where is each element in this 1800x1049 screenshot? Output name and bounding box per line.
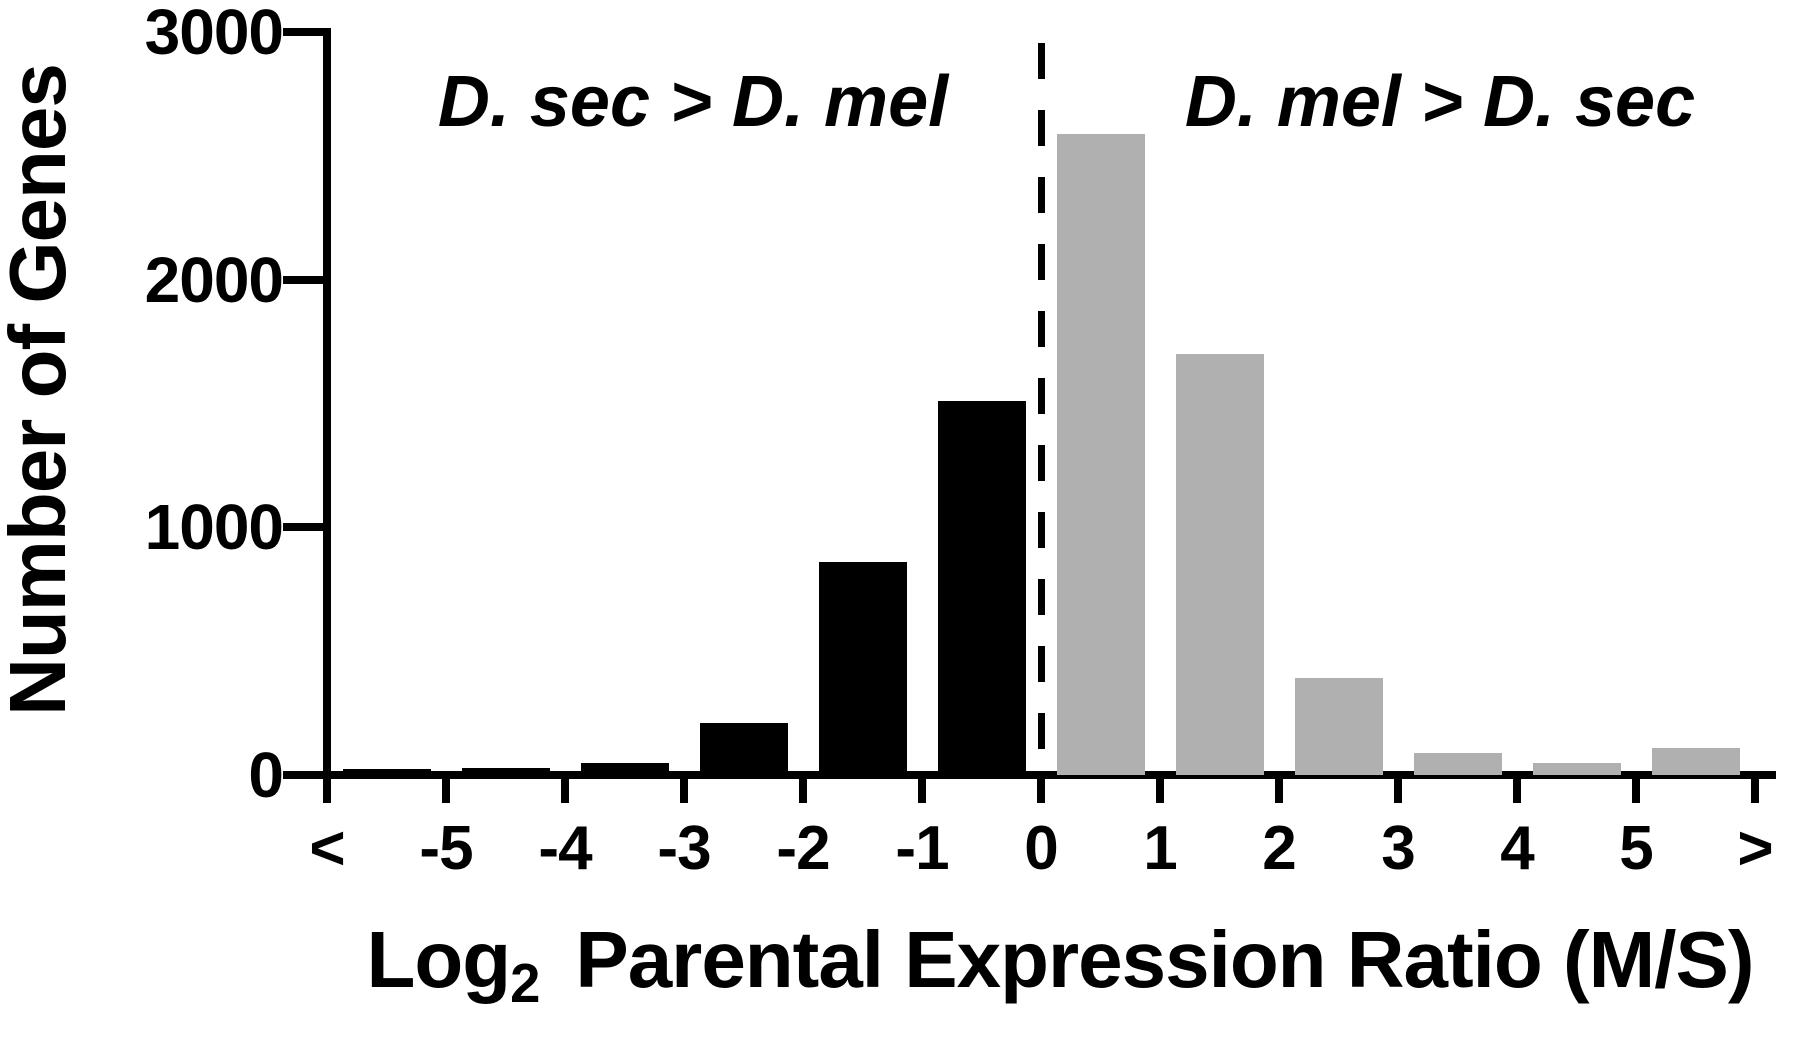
x-tick-mark (323, 775, 331, 803)
x-tick-label: < (309, 814, 345, 883)
x-tick-mark (1037, 775, 1045, 803)
y-tick-label: 0 (248, 739, 284, 811)
x-tick-label: -3 (657, 814, 711, 883)
x-tick-label: -5 (419, 814, 473, 883)
bar-dsec-gt-dmel (818, 562, 907, 775)
x-tick-label: 1 (1143, 814, 1177, 883)
x-tick-label: -1 (895, 814, 949, 883)
y-tick-mark (283, 523, 327, 532)
x-tick-mark (680, 775, 688, 803)
x-tick-label: 5 (1619, 814, 1653, 883)
annotation-left: D. sec > D. mel (437, 62, 949, 142)
bar-dsec-gt-dmel (937, 401, 1026, 775)
zero-reference-dashed-line (1038, 43, 1045, 771)
bar-dmel-gt-dsec (1532, 763, 1621, 775)
x-tick-mark (918, 775, 926, 803)
bar-dmel-gt-dsec (1651, 748, 1740, 775)
bar-dmel-gt-dsec (1175, 354, 1264, 775)
x-tick-label: 0 (1024, 814, 1058, 883)
x-tick-mark (561, 775, 569, 803)
y-axis-line (323, 28, 331, 803)
x-axis-title: Log2 Parental Expression Ratio (M/S) (210, 912, 1800, 1015)
x-tick-mark (799, 775, 807, 803)
annotation-right: D. mel > D. sec (1184, 62, 1696, 142)
x-tick-mark (442, 775, 450, 803)
bar-dsec-gt-dmel (342, 769, 431, 775)
x-tick-mark (1156, 775, 1164, 803)
x-tick-label: > (1737, 814, 1773, 883)
x-tick-label: -2 (776, 814, 830, 883)
x-tick-mark (1632, 775, 1640, 803)
y-tick-label: 2000 (144, 243, 284, 316)
x-axis-line (283, 771, 1776, 779)
bar-dsec-gt-dmel (580, 763, 669, 775)
x-tick-label: 2 (1262, 814, 1296, 883)
y-tick-mark (283, 28, 327, 36)
x-tick-label: -4 (538, 814, 592, 883)
bar-dsec-gt-dmel (699, 723, 788, 775)
bar-dmel-gt-dsec (1413, 753, 1502, 775)
bar-dsec-gt-dmel (461, 768, 550, 775)
y-tick-mark (283, 771, 327, 779)
x-axis-title-prefix: Log (366, 915, 511, 1004)
y-tick-label: 1000 (144, 491, 284, 564)
x-tick-label: 3 (1381, 814, 1415, 883)
x-tick-mark (1275, 775, 1283, 803)
x-tick-label: 4 (1500, 814, 1534, 883)
x-tick-mark (1394, 775, 1402, 803)
y-tick-label: 3000 (144, 0, 284, 68)
x-axis-title-rest: Parental Expression Ratio (M/S) (575, 915, 1754, 1004)
y-tick-mark (283, 275, 327, 284)
x-tick-mark (1513, 775, 1521, 803)
x-tick-mark (1751, 775, 1759, 803)
x-axis-title-subscript: 2 (510, 953, 540, 1015)
bar-dmel-gt-dsec (1294, 678, 1383, 775)
bar-dmel-gt-dsec (1056, 134, 1145, 775)
